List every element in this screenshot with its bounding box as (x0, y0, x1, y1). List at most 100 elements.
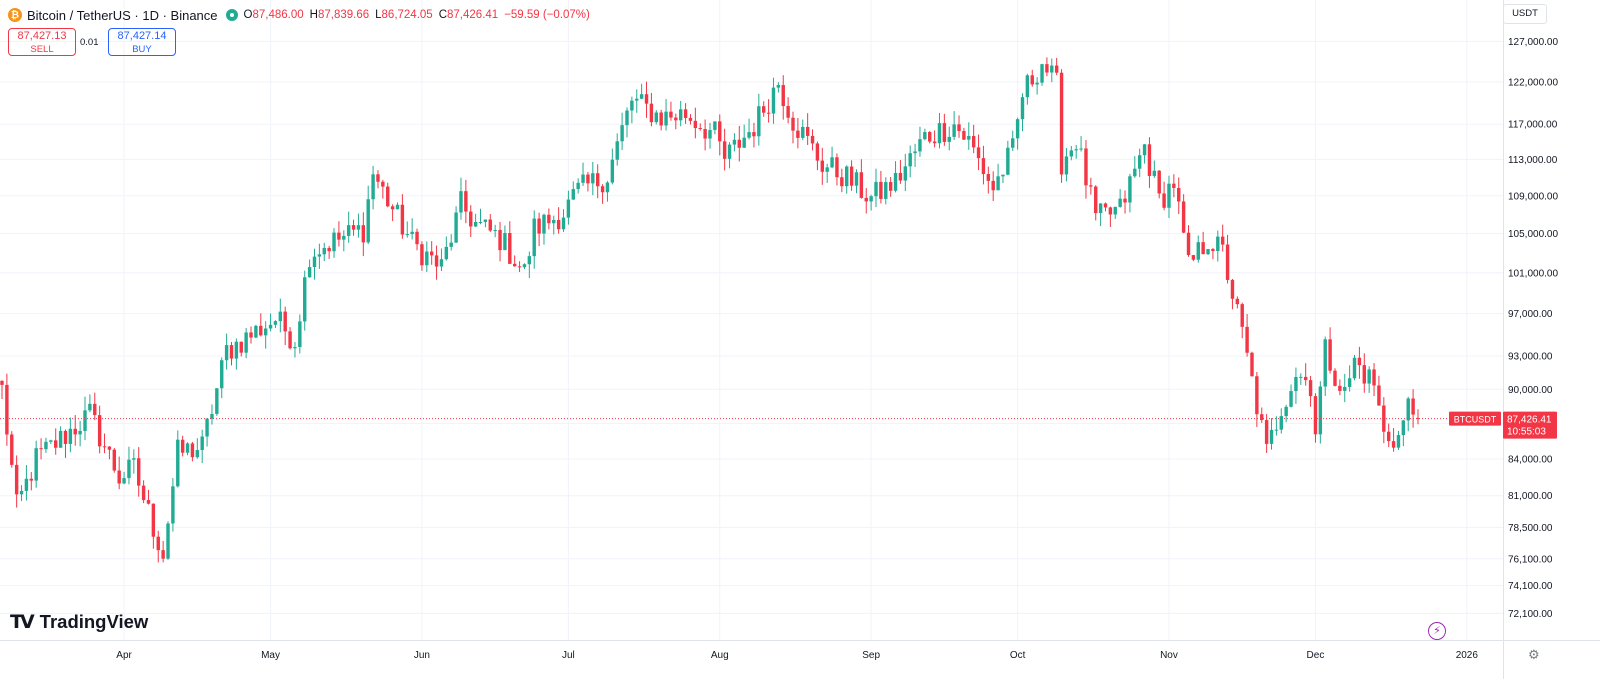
candle (1147, 137, 1152, 188)
candle (93, 392, 97, 421)
candle (410, 218, 414, 240)
candle (532, 210, 536, 269)
candle-body (420, 244, 424, 266)
candle (215, 388, 219, 416)
candle-body (698, 128, 702, 130)
candle (1323, 336, 1327, 396)
candle-body (815, 143, 820, 161)
candle-body (586, 174, 590, 184)
candle (342, 230, 346, 252)
candle-body (718, 121, 722, 142)
candle (1172, 174, 1176, 198)
candle (649, 92, 654, 127)
candle (698, 123, 702, 131)
candle (122, 471, 126, 485)
candle (796, 118, 800, 149)
candle (366, 185, 370, 245)
candle (73, 415, 77, 446)
candle (156, 530, 160, 563)
symbol-title[interactable]: Bitcoin / TetherUS · 1D · Binance (27, 7, 218, 23)
candle-body (947, 136, 951, 142)
candle (259, 313, 263, 337)
candle-body (1220, 236, 1225, 245)
candle (1196, 235, 1200, 263)
symbol-header[interactable]: ₿ Bitcoin / TetherUS · 1D · Binance O87,… (8, 6, 596, 24)
candle-body (1269, 429, 1274, 444)
candle (1216, 230, 1220, 262)
candle-body (1035, 82, 1039, 85)
candle (195, 438, 200, 459)
candle (1084, 140, 1088, 199)
candle (771, 77, 776, 124)
candle (1382, 397, 1386, 444)
price-tick-label: 84,000.00 (1508, 454, 1553, 465)
candle (1411, 389, 1415, 428)
candle (405, 221, 409, 238)
candle (1118, 189, 1122, 208)
market-status-icon[interactable] (225, 9, 238, 21)
candle (1338, 379, 1342, 396)
price-tick-label: 81,000.00 (1508, 491, 1553, 502)
candle (1128, 173, 1132, 213)
candle-body (1133, 168, 1137, 177)
sell-button[interactable]: 87,427.13 SELL (8, 28, 76, 56)
candle-body (1391, 441, 1396, 448)
candle (810, 129, 815, 151)
candle (678, 100, 683, 127)
candle-body (971, 136, 976, 148)
buy-button[interactable]: 87,427.14 BUY (108, 28, 176, 56)
bitcoin-icon: ₿ (8, 8, 22, 22)
candle (620, 112, 624, 150)
candle-body (146, 500, 151, 504)
candle-body (44, 441, 48, 450)
candle-body (566, 199, 571, 218)
candle (166, 521, 170, 560)
candle-body (1245, 326, 1249, 353)
candle (874, 168, 878, 208)
candle (542, 213, 546, 245)
candle (517, 261, 522, 273)
grid (0, 0, 1503, 640)
candle (1142, 143, 1147, 164)
candle-body (176, 439, 180, 487)
candle (429, 241, 434, 265)
candle-body (210, 413, 214, 419)
candle (376, 170, 380, 189)
candle-body (434, 255, 439, 267)
candle (1352, 354, 1357, 381)
tradingview-logo[interactable]: TV TradingView (10, 611, 148, 633)
candle-body (371, 174, 375, 200)
candle (791, 111, 795, 144)
candle (1274, 416, 1279, 436)
candle (654, 110, 658, 125)
candle-body (639, 94, 644, 99)
candle-body (307, 267, 312, 278)
currency-selector[interactable]: USDT (1503, 4, 1547, 24)
candle (1230, 278, 1235, 310)
candle-body (58, 430, 63, 448)
candle (34, 440, 38, 488)
candle (566, 190, 571, 225)
candle-body (820, 160, 825, 172)
candle (527, 251, 532, 279)
candle (571, 181, 575, 200)
candle (420, 241, 424, 271)
candle-body (683, 109, 688, 118)
candle (1240, 302, 1244, 339)
time-tick-label: 2026 (1456, 650, 1479, 661)
candle (820, 147, 825, 185)
candle (249, 326, 253, 344)
candle-body (332, 232, 336, 252)
candle (815, 141, 820, 171)
candle (263, 321, 268, 349)
candle-body (1137, 155, 1142, 169)
candle-body (107, 446, 112, 450)
candle (1362, 353, 1366, 393)
gear-icon[interactable]: ⚙ (1528, 647, 1540, 662)
candle-body (874, 181, 878, 197)
candle-body (459, 191, 463, 213)
candle-body (415, 231, 419, 245)
lightning-icon[interactable]: ⚡ (1428, 622, 1446, 640)
